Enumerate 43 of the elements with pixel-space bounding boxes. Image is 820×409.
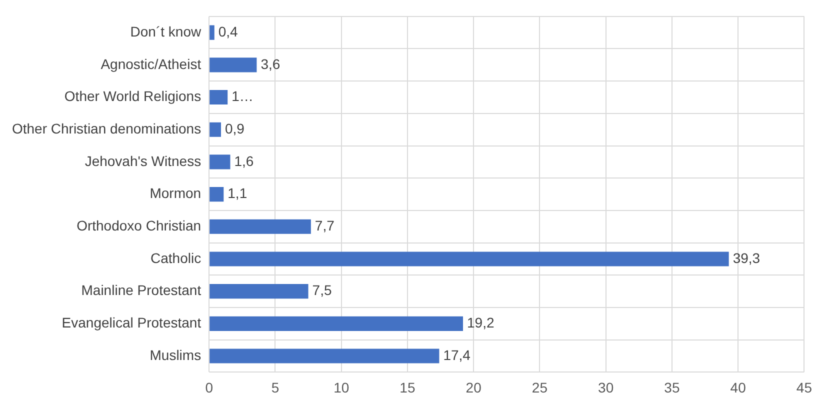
x-tick-label: 25 [532, 379, 548, 396]
data-label: 7,5 [312, 282, 332, 298]
x-tick-label: 40 [730, 379, 746, 396]
x-tick-label: 35 [664, 379, 680, 396]
bar [210, 90, 228, 105]
x-tick-label: 45 [796, 379, 812, 396]
x-tick-label: 15 [400, 379, 416, 396]
bar [210, 252, 729, 266]
x-tick-label: 30 [598, 379, 614, 396]
data-label: 0,4 [218, 23, 238, 40]
data-label: 0,9 [225, 120, 245, 136]
x-tick-label: 5 [271, 379, 280, 396]
y-tick-label: Mormon [150, 185, 202, 202]
bar [210, 122, 221, 137]
y-tick-label: Evangelical Protestant [62, 314, 202, 331]
y-tick-label: Agnostic/Atheist [100, 56, 202, 72]
data-label: 1,6 [234, 152, 254, 169]
y-tick-label: Other World Religions [64, 88, 202, 104]
y-tick-label: Catholic [150, 250, 202, 266]
bar [210, 25, 214, 40]
bar [210, 58, 257, 72]
data-label: 1… [232, 88, 254, 104]
y-tick-label: Mainline Protestant [81, 282, 202, 298]
y-tick-label: Orthodoxo Christian [76, 218, 202, 234]
bar [210, 316, 464, 331]
data-label: 39,3 [732, 250, 760, 266]
data-label: 7,7 [314, 218, 335, 234]
y-tick-label: Muslims [150, 346, 202, 363]
data-label: 3,6 [260, 56, 280, 72]
bar [210, 348, 440, 364]
data-label: 19,2 [467, 314, 494, 331]
data-label: 1,1 [228, 185, 248, 202]
bar [210, 219, 311, 234]
y-tick-label: Don´t know [130, 23, 202, 40]
x-tick-label: 0 [205, 379, 214, 396]
x-tick-label: 10 [334, 379, 350, 396]
bar [210, 284, 308, 299]
data-label: 17,4 [443, 346, 471, 363]
y-tick-label: Other Christian denominations [12, 120, 202, 136]
x-tick-label: 20 [466, 379, 482, 396]
y-tick-label: Jehovah's Witness [84, 152, 202, 169]
bar [210, 154, 230, 170]
bar [210, 187, 224, 202]
